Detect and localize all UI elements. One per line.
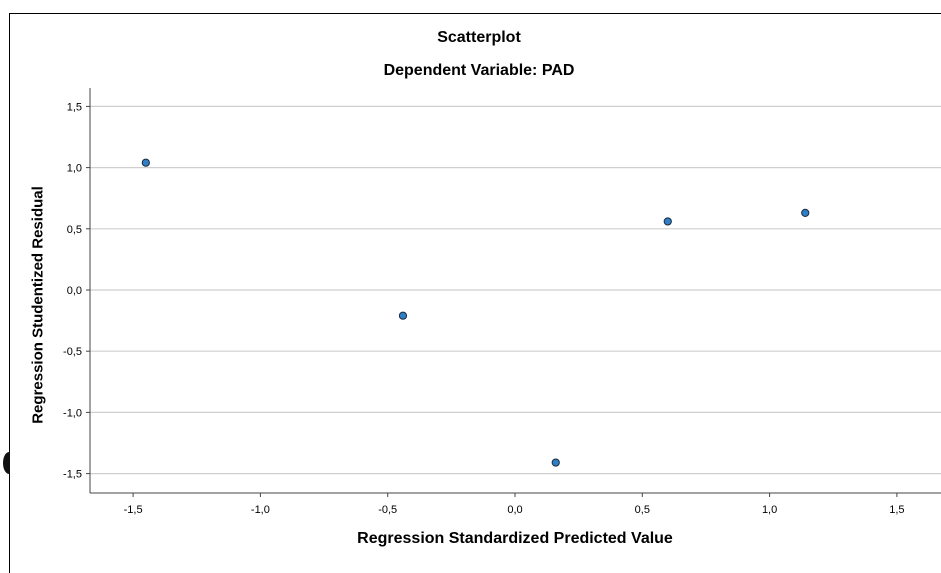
y-tick-label: 1,5: [67, 101, 82, 113]
x-tick-label: -0,5: [378, 504, 397, 516]
x-tick-label: -1,5: [124, 504, 143, 516]
chart-title: Scatterplot: [437, 29, 521, 46]
data-point: [801, 208, 810, 217]
data-point: [398, 311, 408, 320]
chart-subtitle: Dependent Variable: PAD: [383, 62, 575, 79]
y-tick-label: -1,5: [63, 469, 82, 481]
y-tick-label: 1,0: [67, 163, 82, 175]
y-tick-label: -0,5: [63, 346, 82, 358]
x-tick-label: 0,5: [635, 504, 650, 516]
y-tick-label: 0,0: [67, 285, 82, 297]
x-tick-label: -1,0: [251, 504, 270, 516]
data-point: [551, 458, 560, 467]
x-tick-label: 0,0: [507, 504, 522, 516]
y-tick-label: 0,5: [67, 224, 82, 236]
x-axis-label: Regression Standardized Predicted Value: [357, 530, 673, 547]
x-tick-label: 1,0: [762, 504, 777, 516]
chart-frame: [9, 13, 941, 573]
y-tick-label: -1,0: [63, 407, 82, 419]
scatter-plot: 1,5 1,0 0,5 0,0 -0,5 -1,0 -1,5 -1,5 -1,0 -0,5 0,0 0…: [63, 88, 941, 516]
data-point: [141, 158, 150, 167]
data-point: [663, 217, 672, 226]
x-tick-label: 1,5: [889, 504, 904, 516]
